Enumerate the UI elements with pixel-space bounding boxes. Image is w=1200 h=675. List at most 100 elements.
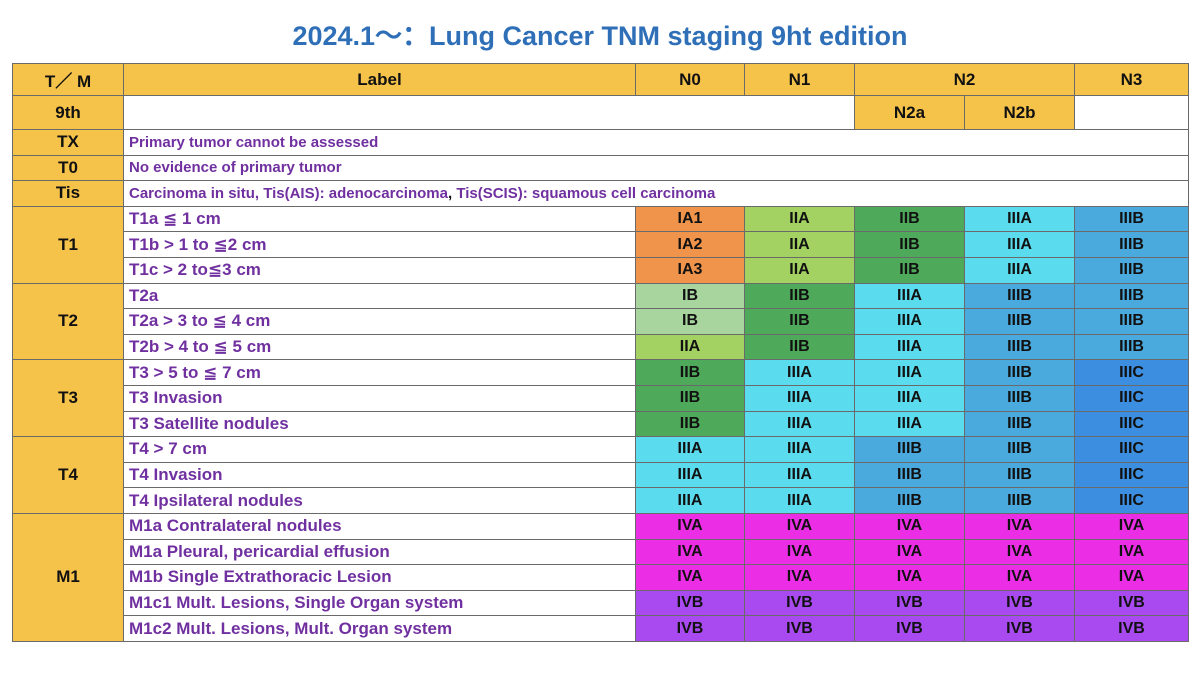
stage-cell: IIIA — [963, 205, 1076, 233]
stage-row: T4 T4 > 7 cm IIIA IIIA IIIB IIIB IIIC — [12, 436, 1190, 514]
stage-cell: IIB — [854, 231, 965, 258]
stage-cell: IIIB — [1074, 256, 1190, 284]
row-label: T3 Invasion — [123, 384, 636, 412]
stage-cell: IIB — [635, 410, 745, 438]
header-n2a: N2a — [854, 95, 965, 130]
stage-cell: IIIA — [963, 231, 1076, 258]
stage-cell: IVA — [635, 564, 745, 591]
stage-cell: IVA — [963, 564, 1076, 591]
category-cell-m1: M1 — [12, 512, 124, 642]
row-label: T2a — [123, 282, 636, 310]
stage-row: T2b > 4 to ≦ 5 cm IIA IIB IIIA IIIB IIIB — [13, 333, 1190, 361]
tis-cell: Tis — [12, 180, 124, 207]
stage-cell: IIIA — [744, 359, 855, 386]
header-n1: N1 — [744, 63, 855, 96]
category-cell-t1: T1 — [12, 205, 124, 284]
tx-row: TX Primary tumor cannot be assessed — [12, 129, 1190, 156]
tis-separator: , — [447, 184, 457, 202]
stage-cell: IVA — [635, 538, 745, 566]
stage-cell: IIIC — [1074, 461, 1190, 489]
edition-blank-n3 — [1074, 95, 1190, 130]
stage-cell: IIIB — [963, 461, 1076, 489]
tis-row: Tis Carcinoma in situ, Tis(AIS): adenoca… — [12, 180, 1190, 207]
stage-cell: IIIB — [963, 359, 1076, 386]
t0-cell: T0 — [12, 154, 124, 182]
stage-cell: IVB — [854, 589, 965, 617]
stage-cell: IIIA — [744, 461, 855, 489]
row-label: T1b > 1 to ≦2 cm — [123, 231, 636, 258]
stage-cell: IIIA — [854, 282, 965, 310]
stage-cell: IVA — [854, 512, 965, 540]
stage-cell: IIIA — [744, 487, 855, 514]
stage-cell: IIB — [635, 359, 745, 386]
row-label: T4 Ipsilateral nodules — [123, 487, 636, 514]
stage-cell: IIIB — [1074, 205, 1190, 233]
stage-cell: IVB — [854, 615, 965, 642]
stage-row: M1a Pleural, pericardial effusion IVA IVA I… — [13, 538, 1190, 566]
stage-cell: IVB — [635, 589, 745, 617]
row-label: T3 Satellite nodules — [123, 410, 636, 438]
stage-cell: IIIB — [963, 410, 1076, 438]
category-cell-t4: T4 — [12, 436, 124, 514]
stage-cell: IIIA — [744, 384, 855, 412]
stage-cell: IIIA — [635, 436, 745, 463]
stage-cell: IIIB — [963, 333, 1076, 361]
tis-label: Carcinoma in situ, Tis(AIS): adenocarcin… — [122, 180, 1190, 207]
stage-row: T3 T3 > 5 to ≦ 7 cm IIB IIIA IIIA IIIB IIIC — [12, 359, 1190, 438]
stage-cell: IIIA — [854, 384, 965, 412]
stage-cell: IIA — [635, 333, 745, 361]
stage-cell: IVA — [744, 564, 855, 591]
stage-cell: IVA — [963, 512, 1076, 540]
stage-cell: IIIB — [854, 461, 965, 489]
page-title: 2024.1～：Lung Cancer TNM staging 9ht edit… — [292, 21, 908, 51]
stage-cell: IIIB — [963, 436, 1076, 463]
stage-cell: IVA — [1074, 564, 1190, 591]
stage-cell: IIB — [744, 308, 855, 335]
stage-cell: IIIC — [1074, 359, 1190, 386]
stage-cell: IVA — [744, 512, 855, 540]
stage-cell: IIIB — [1074, 282, 1190, 310]
stage-row: M1c2 Mult. Lesions, Mult. Organ system IV… — [13, 615, 1190, 642]
stage-cell: IIIC — [1074, 384, 1190, 412]
row-label: M1a Contralateral nodules — [123, 512, 636, 540]
edition-row: 9th N2a N2b — [12, 95, 1190, 130]
stage-cell: IIIA — [744, 410, 855, 438]
stage-cell: IVB — [744, 589, 855, 617]
stage-cell: IVA — [963, 538, 1076, 566]
edition-blank — [123, 95, 855, 130]
t0-row: T0 No evidence of primary tumor — [12, 154, 1190, 182]
stage-row: T1b > 1 to ≦2 cm IA2 IIA IIB IIIA IIIB — [13, 231, 1190, 258]
stage-cell: IIB — [744, 282, 855, 310]
stage-row: M1c1 Mult. Lesions, Single Organ system I… — [13, 589, 1190, 617]
t0-label: No evidence of primary tumor — [122, 154, 1190, 182]
tx-cell: TX — [12, 129, 124, 156]
row-label: T2b > 4 to ≦ 5 cm — [123, 333, 636, 361]
stage-cell: IIIB — [854, 487, 965, 514]
stage-cell: IVA — [635, 512, 745, 540]
stage-cell: IVA — [854, 564, 965, 591]
stage-cell: IB — [635, 282, 745, 310]
stage-cell: IA1 — [635, 205, 745, 233]
stage-cell: IIIC — [1074, 487, 1190, 514]
row-label: T1c > 2 to≦3 cm — [123, 256, 636, 284]
tis-label-a: Carcinoma in situ, Tis(AIS): adenocarcin… — [129, 184, 448, 202]
stage-row: T2 T2a IB IIB IIIA IIIB IIIB — [12, 282, 1190, 361]
row-label: M1b Single Extrathoracic Lesion — [123, 564, 636, 591]
stage-row: T1 T1a ≦ 1 cm IA1 IIA IIB IIIA IIIB — [12, 205, 1190, 284]
stage-cell: IIIA — [635, 461, 745, 489]
row-label: M1c1 Mult. Lesions, Single Organ system — [123, 589, 636, 617]
stage-cell: IIB — [854, 205, 965, 233]
header-label: Label — [123, 63, 636, 96]
stage-cell: IIIA — [963, 256, 1076, 284]
stage-cell: IA3 — [635, 256, 745, 284]
tis-label-b: Tis(SCIS): squamous cell carcinoma — [456, 184, 716, 202]
stage-cell: IIIC — [1074, 436, 1190, 463]
stage-cell: IIIB — [963, 384, 1076, 412]
stage-cell: IIIA — [854, 333, 965, 361]
stage-row: M1b Single Extrathoracic Lesion IVA IVA IVA… — [13, 564, 1190, 591]
stage-cell: IIA — [744, 205, 855, 233]
tx-label: Primary tumor cannot be assessed — [122, 129, 1190, 156]
row-label: T4 > 7 cm — [123, 436, 636, 463]
stage-cell: IVA — [1074, 512, 1190, 540]
stage-cell: IIB — [635, 384, 745, 412]
